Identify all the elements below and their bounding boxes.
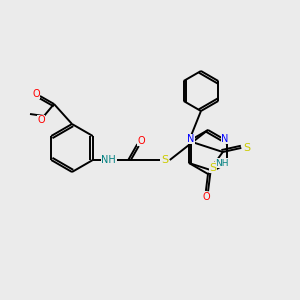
- Text: S: S: [209, 163, 216, 173]
- Text: O: O: [202, 192, 210, 202]
- Text: N: N: [187, 134, 195, 144]
- Text: NH: NH: [215, 158, 229, 167]
- Text: N: N: [221, 134, 229, 144]
- Text: O: O: [32, 89, 40, 99]
- Text: O: O: [138, 136, 146, 146]
- Text: NH: NH: [101, 155, 116, 165]
- Text: S: S: [161, 155, 168, 165]
- Text: O: O: [37, 115, 45, 125]
- Text: S: S: [243, 143, 250, 153]
- Text: S: S: [161, 155, 168, 165]
